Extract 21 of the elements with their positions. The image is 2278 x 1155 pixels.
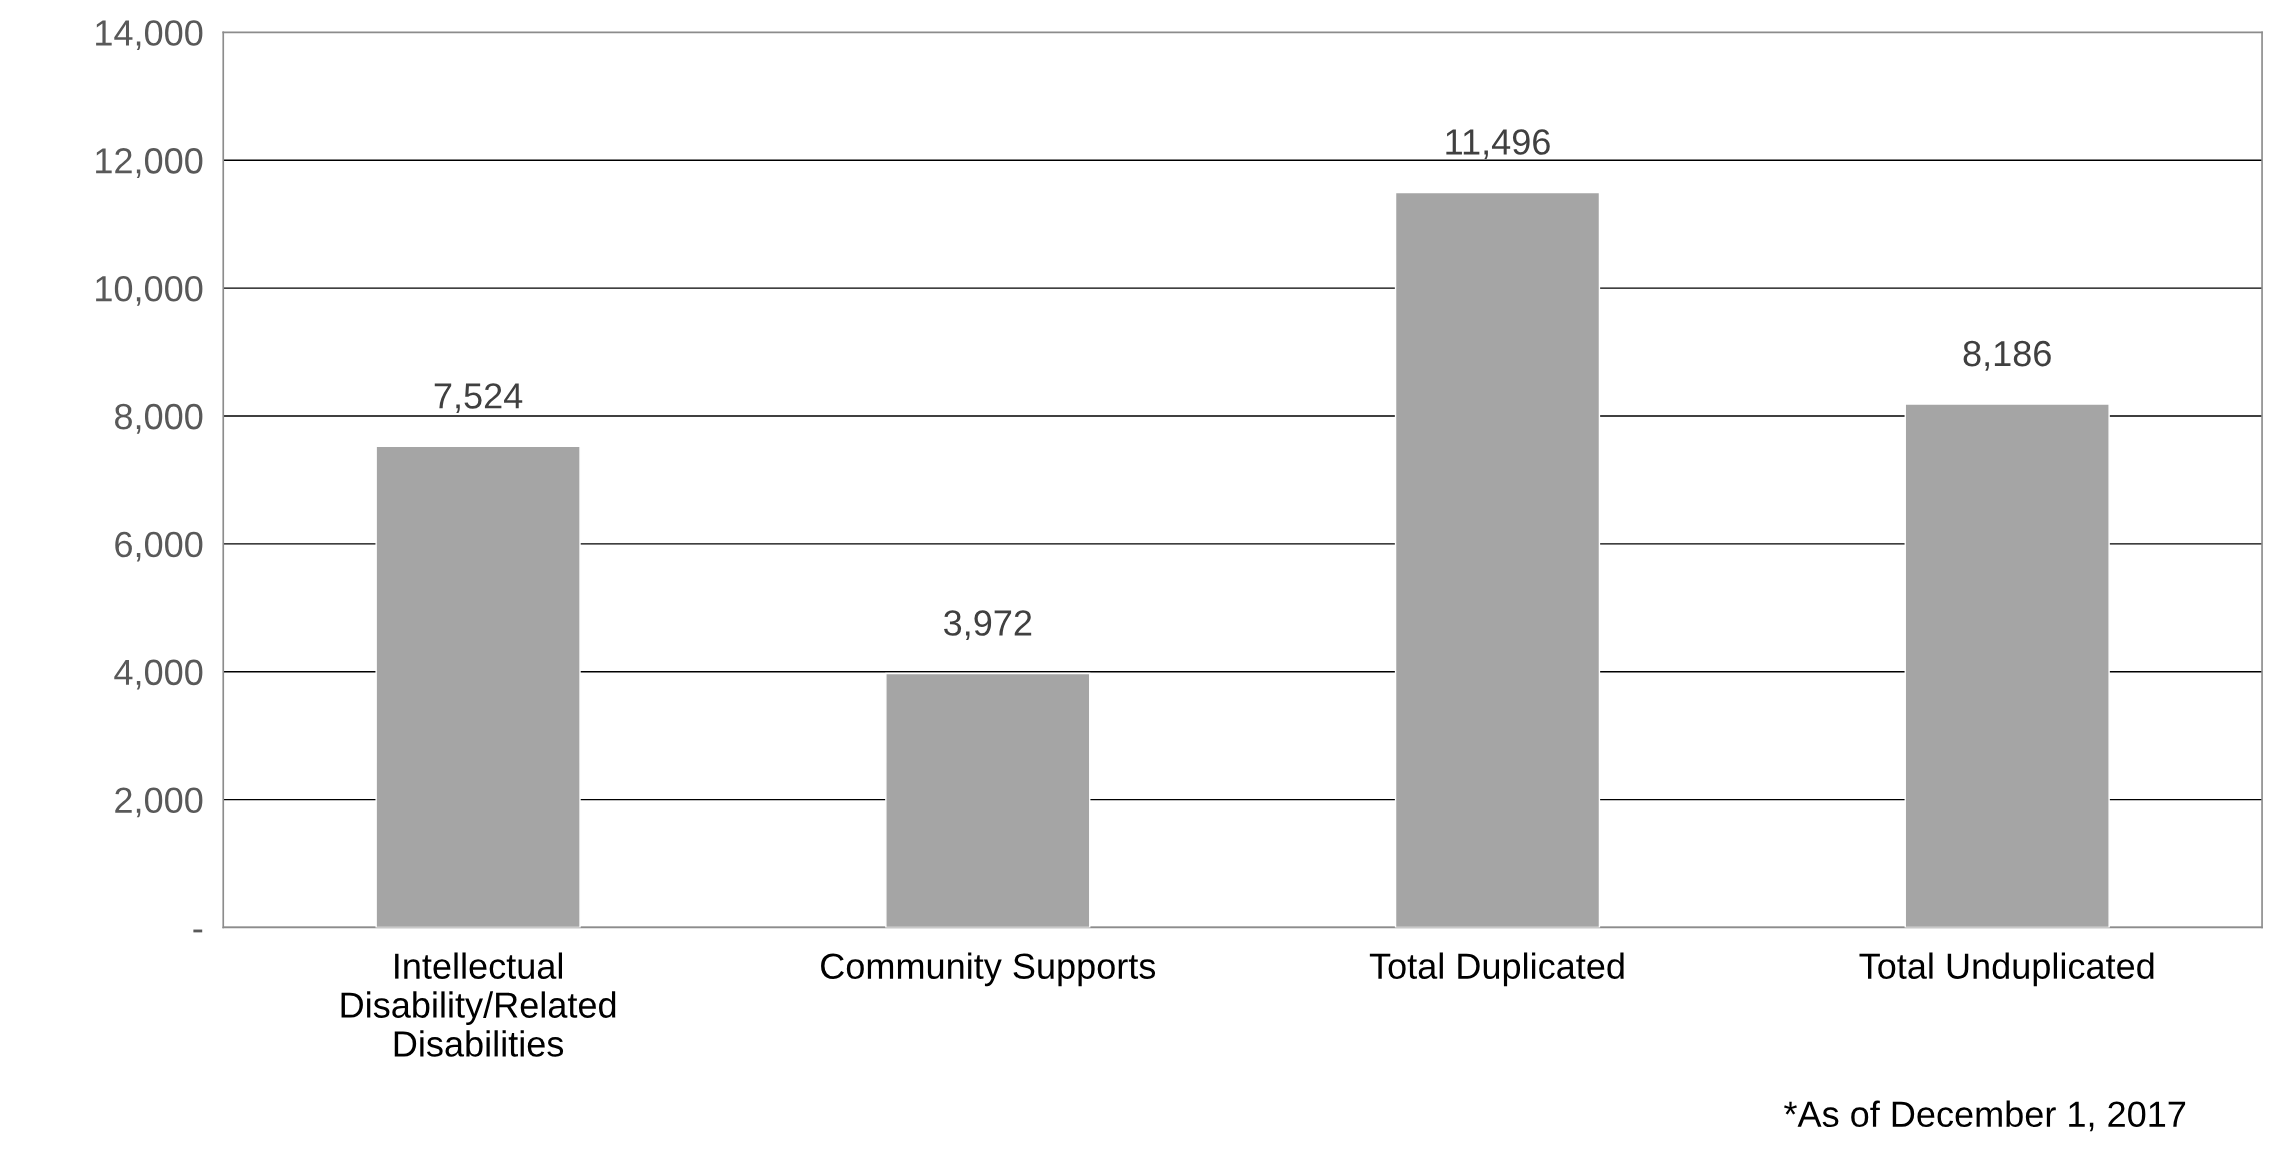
data-label: 8,186 [1963, 340, 2051, 371]
text: *As of December 1, 2017 [1784, 1100, 2186, 1132]
x-tick-label: Total Unduplicated [1859, 952, 2154, 987]
x-tick-label: Total Duplicated [1369, 952, 1624, 987]
y-tick-label: 14,000 [96, 20, 203, 51]
data-label: 7,524 [434, 383, 523, 413]
bar [375, 445, 581, 928]
y-tick-label: 4,000 [114, 659, 203, 690]
y-tick-label: - [193, 929, 203, 933]
bar [1394, 191, 1601, 928]
y-tick-label: 6,000 [115, 531, 203, 562]
bar [885, 672, 1091, 928]
bar [1904, 403, 2110, 928]
x-tick-label: Community Supports [821, 952, 1156, 987]
y-tick-label: 2,000 [115, 787, 203, 818]
x-tick-label: Intellectual Disability/Related Disabilities [341, 952, 616, 1057]
data-label: 11,496 [1446, 129, 1550, 160]
y-tick-label: 8,000 [115, 403, 203, 434]
data-label: 3,972 [944, 610, 1032, 641]
y-tick-label: 10,000 [96, 275, 203, 306]
y-tick-label: 12,000 [96, 148, 203, 178]
